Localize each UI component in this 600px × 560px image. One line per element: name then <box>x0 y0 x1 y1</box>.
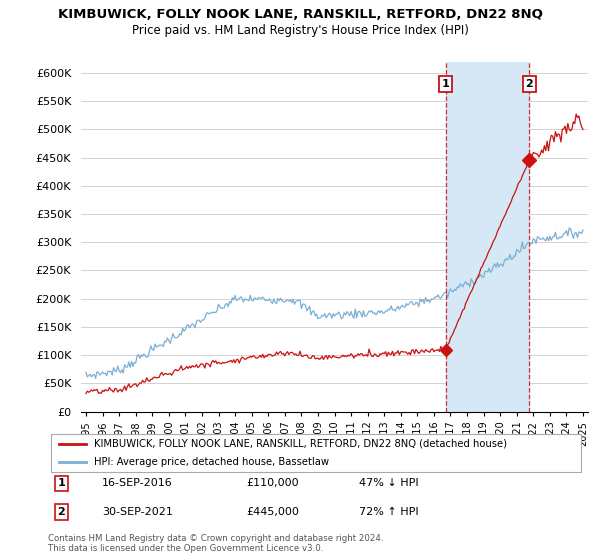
Text: 16-SEP-2016: 16-SEP-2016 <box>102 478 172 488</box>
Text: Contains HM Land Registry data © Crown copyright and database right 2024.
This d: Contains HM Land Registry data © Crown c… <box>48 534 383 553</box>
Text: KIMBUWICK, FOLLY NOOK LANE, RANSKILL, RETFORD, DN22 8NQ (detached house): KIMBUWICK, FOLLY NOOK LANE, RANSKILL, RE… <box>94 439 506 449</box>
Text: 1: 1 <box>442 79 449 89</box>
Text: 30-SEP-2021: 30-SEP-2021 <box>102 507 173 517</box>
Text: KIMBUWICK, FOLLY NOOK LANE, RANSKILL, RETFORD, DN22 8NQ: KIMBUWICK, FOLLY NOOK LANE, RANSKILL, RE… <box>58 8 542 21</box>
Text: 72% ↑ HPI: 72% ↑ HPI <box>359 507 419 517</box>
Text: 1: 1 <box>58 478 65 488</box>
Text: £110,000: £110,000 <box>247 478 299 488</box>
Bar <box>446 62 529 412</box>
Text: Price paid vs. HM Land Registry's House Price Index (HPI): Price paid vs. HM Land Registry's House … <box>131 24 469 36</box>
Text: 2: 2 <box>58 507 65 517</box>
Text: HPI: Average price, detached house, Bassetlaw: HPI: Average price, detached house, Bass… <box>94 458 329 467</box>
Text: £445,000: £445,000 <box>247 507 299 517</box>
Text: 47% ↓ HPI: 47% ↓ HPI <box>359 478 419 488</box>
FancyBboxPatch shape <box>50 435 581 472</box>
Text: 2: 2 <box>526 79 533 89</box>
